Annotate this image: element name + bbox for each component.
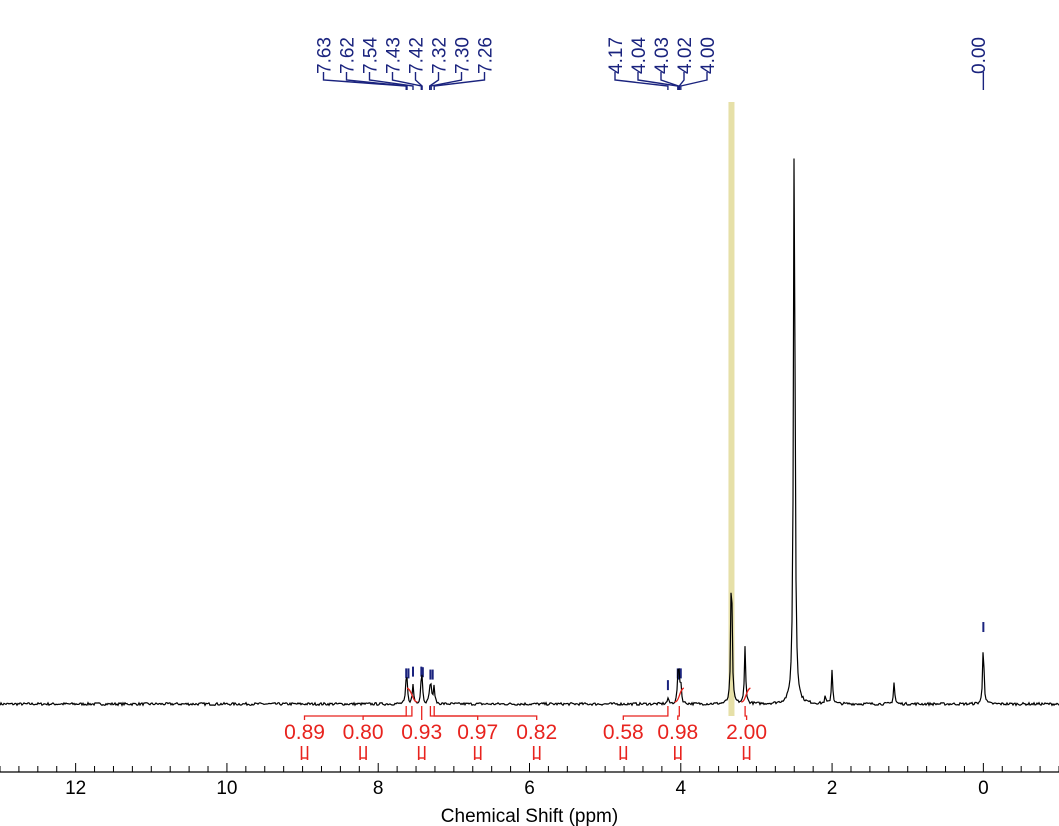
integral-value: 0.97: [457, 721, 498, 744]
peak-label: 4.04: [629, 37, 650, 74]
spectrum-trace: [0, 158, 1059, 707]
integral-curve: [741, 687, 751, 703]
x-axis: 12 10 8 6 4 2 0: [0, 763, 1059, 799]
peak-leader-line: [678, 72, 685, 90]
peak-leader-line: [614, 72, 669, 90]
x-tick-label: 10: [216, 778, 237, 799]
integral: 0.89: [284, 706, 407, 760]
integral: 2.00: [726, 706, 767, 760]
peak-label: 7.32: [430, 37, 451, 74]
integral: 0.58: [603, 706, 669, 760]
peak-label: 7.63: [315, 37, 336, 74]
integral-leader: [362, 706, 413, 720]
peak-label: 7.42: [407, 37, 428, 74]
peak-label-group: 0.00: [969, 37, 990, 90]
peak-label: 7.54: [361, 37, 382, 74]
integral: 0.82: [433, 706, 557, 760]
peak-leader-line: [322, 72, 407, 90]
integral-value: 2.00: [726, 721, 767, 744]
peak-leader-line: [414, 72, 423, 90]
x-tick-label: 8: [373, 778, 384, 799]
peak-leader-line: [430, 72, 463, 90]
integral-leader: [744, 706, 748, 720]
peak-label: 4.17: [606, 37, 627, 74]
x-tick-label: 0: [978, 778, 989, 799]
integral: 0.98: [657, 706, 698, 760]
integral-leader: [303, 706, 407, 720]
integral-value: 0.93: [401, 721, 442, 744]
peak-label: 4.00: [698, 37, 719, 74]
x-tick-label: 4: [675, 778, 686, 799]
integral-leader: [677, 706, 680, 720]
peak-label-layer: 7.63 7.62 7.54 7.43 7.42 7.32 7.30 7.26 4.17 4.04…: [315, 37, 990, 691]
solvent-highlight-band: [728, 102, 735, 716]
integral-curve: [406, 687, 418, 703]
peak-leader-line: [660, 72, 680, 90]
integral-value: 0.98: [657, 721, 698, 744]
integral-value: 0.82: [516, 721, 557, 744]
integral-value: 0.89: [284, 721, 325, 744]
x-axis-title: Chemical Shift (ppm): [441, 806, 618, 826]
x-tick-label: 6: [524, 778, 535, 799]
peak-label: 4.02: [675, 37, 696, 74]
peak-leader-line: [429, 72, 440, 90]
integral-curve: [674, 687, 685, 703]
integral-layer: 0.89 0.80 0.93 0.97 0.82 0.58 0.98 2.00: [284, 687, 767, 760]
peak-label: 7.30: [453, 37, 474, 74]
peak-label: 7.26: [476, 37, 497, 74]
peak-label: 7.62: [338, 37, 359, 74]
peak-label: 4.03: [652, 37, 673, 74]
spectrum-layer: [0, 158, 1059, 707]
integral-value: 0.58: [603, 721, 644, 744]
x-tick-label: 12: [65, 778, 86, 799]
peak-leader-line: [433, 72, 486, 90]
x-tick-label: 2: [827, 778, 838, 799]
peak-label: 7.43: [384, 37, 405, 74]
integral-leader: [433, 706, 538, 720]
integral-value: 0.80: [343, 721, 384, 744]
integral: 0.93: [401, 706, 442, 760]
integral-leader: [622, 706, 669, 720]
peak-label-group: 4.17 4.04 4.03 4.02 4.00: [606, 37, 719, 90]
peak-leader-line: [368, 72, 414, 90]
peak-label: 0.00: [969, 37, 990, 74]
peak-leader-line: [680, 72, 708, 90]
peak-label-group: 7.63 7.62 7.54 7.43 7.42 7.32 7.30 7.26: [315, 37, 497, 90]
peak-leader-line: [345, 72, 408, 90]
integral: 0.80: [343, 706, 413, 760]
peak-leader-line: [391, 72, 422, 90]
